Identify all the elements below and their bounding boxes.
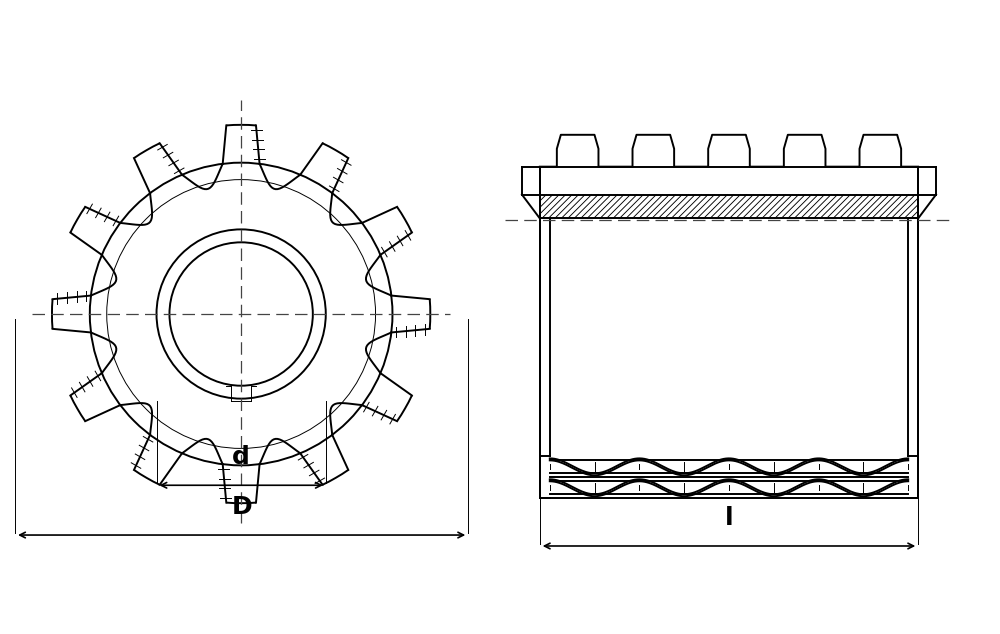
Text: D: D (231, 495, 252, 519)
Text: l: l (725, 506, 733, 530)
Text: d: d (232, 445, 250, 469)
